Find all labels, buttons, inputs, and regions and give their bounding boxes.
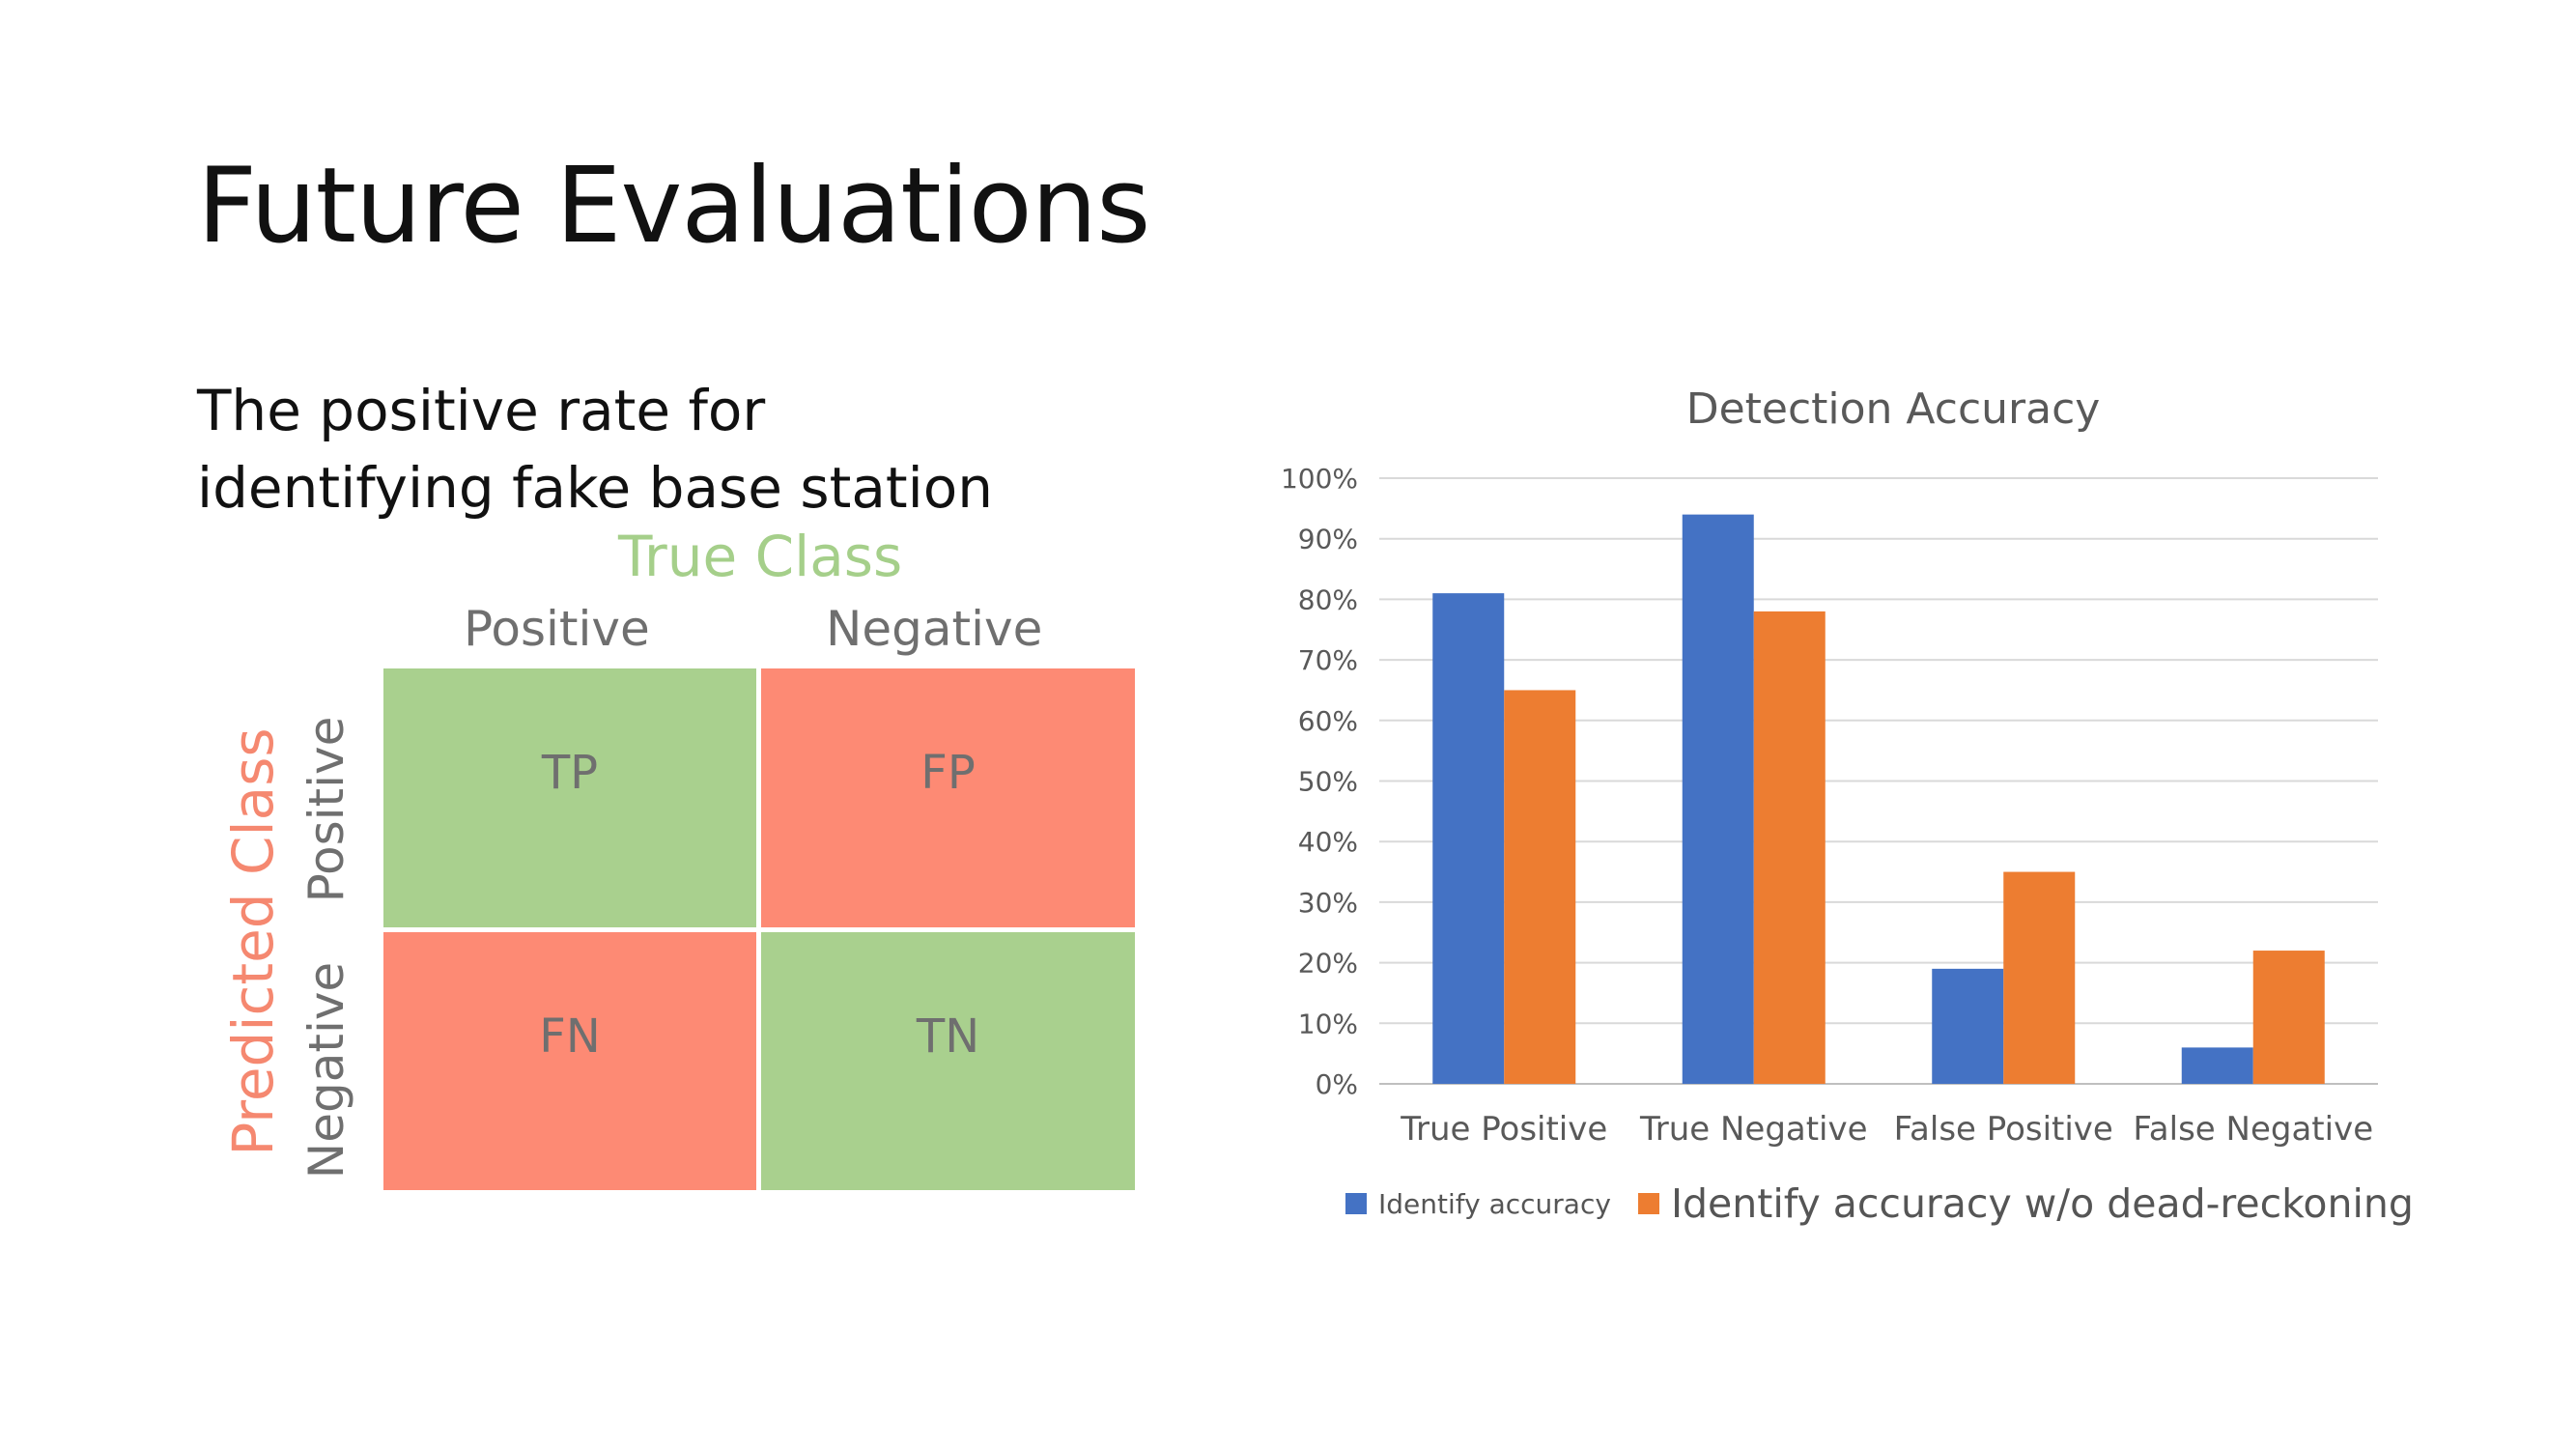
bar-2-4 bbox=[2252, 951, 2325, 1084]
detection-accuracy-chart: Detection Accuracy 0% 10% 20% 30% 40% 50% 60% 70… bbox=[1281, 384, 2378, 1149]
cell-fp: FP bbox=[761, 668, 1135, 927]
cell-tp-label: TP bbox=[541, 746, 599, 800]
x-tick-label: True Positive bbox=[1400, 1110, 1607, 1149]
legend-label-1: Identify accuracy bbox=[1378, 1187, 1611, 1220]
chart-title: Detection Accuracy bbox=[1686, 384, 2101, 434]
y-tick-label: 10% bbox=[1298, 1008, 1358, 1039]
x-tick-label: False Negative bbox=[2133, 1110, 2373, 1149]
predicted-class-label: Predicted Class bbox=[220, 727, 286, 1156]
bar-2-3 bbox=[2003, 871, 2076, 1084]
legend-swatch-1 bbox=[1345, 1193, 1367, 1214]
legend-item-1: Identify accuracy bbox=[1345, 1188, 1611, 1220]
y-tick-label: 20% bbox=[1298, 948, 1358, 980]
subtitle-line-1: The positive rate for bbox=[197, 378, 766, 443]
y-tick-label: 70% bbox=[1298, 644, 1358, 676]
cell-fn: FN bbox=[383, 932, 756, 1190]
y-tick-label: 100% bbox=[1281, 463, 1358, 495]
col-header-negative: Negative bbox=[826, 601, 1043, 657]
y-tick-label: 30% bbox=[1298, 887, 1358, 919]
x-tick-label: False Positive bbox=[1894, 1110, 2113, 1149]
y-tick-label: 40% bbox=[1298, 826, 1358, 858]
chart-legend: Identify accuracy Identify accuracy w/o … bbox=[1345, 1180, 2441, 1227]
cell-fp-label: FP bbox=[920, 746, 976, 800]
legend-label-2: Identify accuracy w/o dead-reckoning bbox=[1670, 1180, 2414, 1227]
subtitle-line-2: identifying fake base station bbox=[197, 455, 993, 521]
bar-2-2 bbox=[1753, 611, 1826, 1084]
slide-subtitle: The positive rate for identifying fake b… bbox=[197, 372, 993, 526]
x-tick-label: True Negative bbox=[1639, 1110, 1868, 1149]
y-tick-label: 60% bbox=[1298, 705, 1358, 737]
cell-tp: TP bbox=[383, 668, 756, 927]
bar-1-3 bbox=[1932, 968, 2004, 1084]
col-header-positive: Positive bbox=[464, 601, 650, 657]
row-header-negative: Negative bbox=[298, 961, 354, 1179]
bar-2-1 bbox=[1504, 690, 1576, 1084]
slide-title: Future Evaluations bbox=[197, 146, 1150, 267]
legend-item-2: Identify accuracy w/o dead-reckoning bbox=[1637, 1180, 2414, 1227]
true-class-label: True Class bbox=[618, 524, 903, 589]
y-tick-label: 80% bbox=[1298, 583, 1358, 615]
cell-fn-label: FN bbox=[539, 1009, 601, 1064]
cell-tn: TN bbox=[761, 932, 1135, 1190]
y-tick-label: 0% bbox=[1316, 1068, 1358, 1100]
bar-1-4 bbox=[2181, 1047, 2253, 1084]
legend-swatch-2 bbox=[1637, 1193, 1659, 1214]
bar-1-1 bbox=[1432, 593, 1505, 1084]
y-tick-label: 50% bbox=[1298, 766, 1358, 798]
y-tick-label: 90% bbox=[1298, 524, 1358, 555]
bar-1-2 bbox=[1682, 514, 1754, 1084]
row-header-positive: Positive bbox=[298, 716, 354, 903]
cell-tn-label: TN bbox=[916, 1009, 980, 1064]
